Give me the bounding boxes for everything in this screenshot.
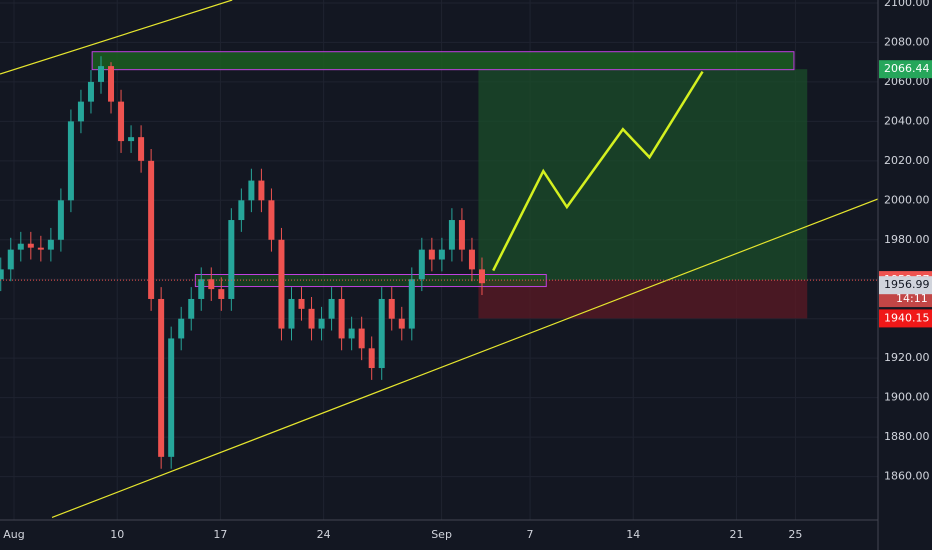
price-label-bg [879, 276, 932, 295]
candle-body [7, 249, 14, 270]
y-tick-label: 1860.00 [884, 470, 930, 483]
candle-body [408, 279, 415, 329]
candle-body [358, 328, 365, 349]
zone [478, 69, 808, 281]
candle-body [368, 348, 375, 369]
candle-body [238, 200, 245, 221]
candle-body [388, 298, 395, 319]
candle-body [148, 160, 155, 299]
trend-line [51, 198, 878, 518]
trend-line [0, 0, 233, 75]
zone [91, 51, 795, 71]
price-label-bg [879, 309, 932, 328]
candle-body [448, 220, 455, 250]
y-tick-label: 1980.00 [884, 233, 930, 246]
candle-body [87, 81, 94, 102]
x-tick-label: 10 [110, 528, 124, 541]
price-label: 1956.99 [884, 278, 930, 291]
candle-body [188, 298, 195, 319]
price-label: 2066.44 [884, 62, 930, 75]
candle-body [298, 298, 305, 309]
candle-body [97, 66, 104, 82]
candle-body [378, 298, 385, 369]
candle-body [398, 318, 405, 329]
x-tick-label: 21 [729, 528, 743, 541]
x-tick-label: 25 [788, 528, 802, 541]
countdown-label: 14:11 [896, 292, 928, 305]
candle-body [218, 289, 225, 299]
candle-body [478, 269, 485, 284]
plot-area [0, 0, 878, 520]
candle-body [458, 220, 465, 250]
candle-body [118, 101, 125, 142]
x-tick-label: 17 [213, 528, 227, 541]
candle-body [17, 243, 24, 250]
countdown-bg [879, 291, 932, 308]
candle-body [208, 279, 215, 290]
candle-body [418, 249, 425, 280]
candle-body [27, 243, 34, 248]
y-tick-label: 2100.00 [884, 0, 930, 9]
candle-body [438, 249, 445, 260]
candle-body [278, 239, 285, 329]
zone [194, 274, 547, 288]
candle-body [37, 247, 44, 250]
price-label: 1940.15 [884, 311, 930, 324]
candle-body [348, 328, 355, 339]
candle-body [67, 121, 74, 201]
y-tick-label: 1900.00 [884, 391, 930, 404]
y-tick-label: 2080.00 [884, 35, 930, 48]
candle-body [308, 308, 315, 329]
candle-body [0, 269, 4, 280]
candle-body [428, 249, 435, 260]
y-tick-label: 2000.00 [884, 193, 930, 206]
candle-body [57, 200, 64, 240]
candle-body [248, 180, 255, 201]
y-tick-label: 2040.00 [884, 114, 930, 127]
candle-body [318, 318, 325, 329]
candle-body [338, 298, 345, 339]
candle-body [47, 239, 54, 250]
candle-body [328, 298, 335, 319]
x-tick-label: 24 [317, 528, 331, 541]
candle-body [77, 101, 84, 122]
x-tick-label: 7 [527, 528, 534, 541]
y-tick-label: 1920.00 [884, 351, 930, 364]
candle-body [158, 298, 165, 457]
candle-body [468, 249, 475, 270]
y-tick-label: 2020.00 [884, 154, 930, 167]
candle-body [128, 137, 135, 142]
candle-body [268, 200, 275, 240]
candle-body [168, 338, 175, 457]
y-tick-label: 1880.00 [884, 430, 930, 443]
candle-body [178, 318, 185, 339]
candle-body [258, 180, 265, 201]
projection-path [492, 70, 704, 272]
candle-body [228, 220, 235, 299]
price-label-bg [879, 60, 932, 79]
candle-body [198, 279, 205, 299]
candle-body [288, 298, 295, 329]
x-tick-label: 14 [626, 528, 640, 541]
candle-body [108, 66, 115, 102]
candle-body [138, 137, 145, 161]
x-tick-label: Sep [431, 528, 452, 541]
x-tick-label: Aug [3, 528, 24, 541]
